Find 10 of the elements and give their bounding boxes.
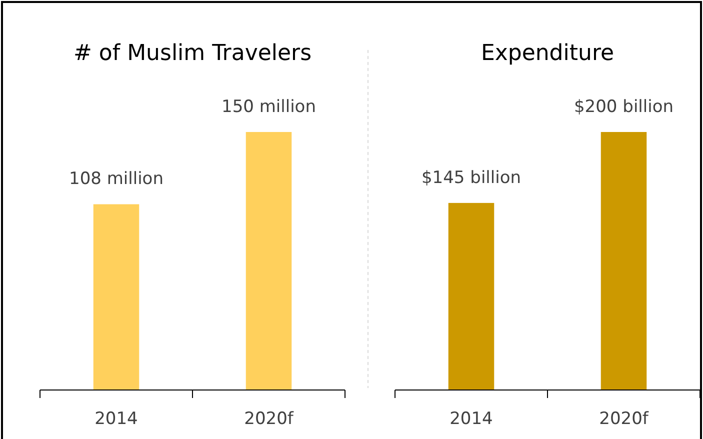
x-tick-label: 2014	[94, 409, 138, 429]
chart-title: Expenditure	[480, 41, 614, 66]
data-label: 150 million	[222, 97, 316, 117]
x-tick-label: 2014	[450, 409, 493, 429]
data-label: 108 million	[69, 169, 164, 190]
data-label: $145 billion	[421, 168, 522, 188]
x-tick-label: 2020f	[244, 409, 294, 429]
data-label: $200 billion	[574, 97, 674, 117]
chart-title: # of Muslim Travelers	[73, 41, 312, 66]
x-tick-label: 2020f	[599, 409, 650, 429]
